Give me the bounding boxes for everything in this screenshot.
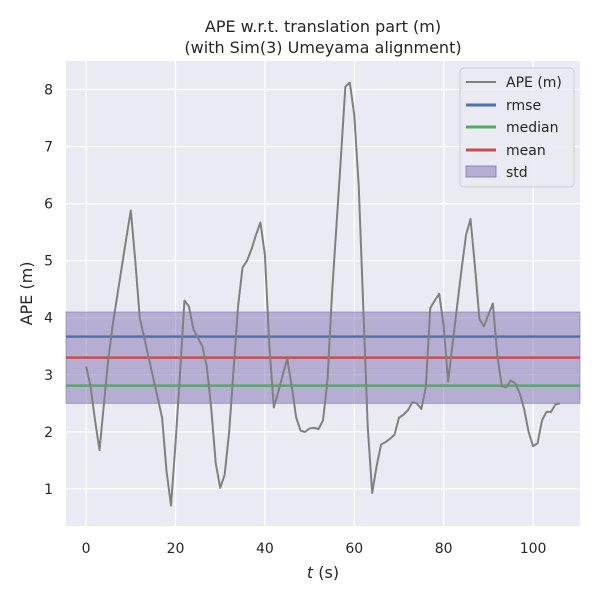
x-axis-unit: (s) bbox=[313, 563, 339, 582]
x-axis-variable: t bbox=[307, 563, 314, 582]
legend-swatch-std bbox=[465, 165, 497, 178]
y-tick-label: 2 bbox=[44, 425, 53, 441]
legend-label-std: std bbox=[506, 165, 528, 181]
x-tick-label: 40 bbox=[256, 541, 274, 557]
legend: APE (m) rmse median mean std bbox=[459, 67, 575, 188]
ape-series-line bbox=[85, 81, 561, 507]
stat-lines-layer bbox=[66, 335, 580, 387]
x-tick-label: 80 bbox=[435, 541, 453, 557]
y-tick-labels: 1 2 3 4 5 6 7 8 bbox=[44, 83, 53, 498]
y-tick-label: 7 bbox=[44, 140, 53, 156]
y-tick-label: 1 bbox=[44, 482, 53, 498]
legend-frame bbox=[459, 67, 575, 188]
x-axis-label: t (s) bbox=[307, 563, 339, 582]
y-tick-label: 8 bbox=[44, 83, 53, 99]
legend-label-rmse: rmse bbox=[506, 98, 541, 114]
y-axis-label: APE (m) bbox=[17, 262, 36, 326]
y-tick-label: 4 bbox=[44, 311, 53, 327]
legend-label-ape: APE (m) bbox=[506, 75, 562, 91]
y-tick-label: 3 bbox=[44, 368, 53, 384]
x-tick-label: 20 bbox=[167, 541, 185, 557]
y-tick-label: 6 bbox=[44, 197, 53, 213]
series-layer bbox=[85, 81, 561, 507]
legend-label-mean: mean bbox=[506, 143, 546, 159]
legend-label-median: median bbox=[506, 120, 558, 136]
x-tick-label: 60 bbox=[345, 541, 363, 557]
chart-title: APE w.r.t. translation part (m) bbox=[205, 17, 441, 36]
x-tick-labels: 0 20 40 60 80 100 bbox=[82, 541, 547, 557]
x-tick-label: 0 bbox=[82, 541, 91, 557]
y-tick-label: 5 bbox=[44, 254, 53, 270]
x-tick-label: 100 bbox=[520, 541, 547, 557]
chart-subtitle: (with Sim(3) Umeyama alignment) bbox=[184, 38, 461, 57]
